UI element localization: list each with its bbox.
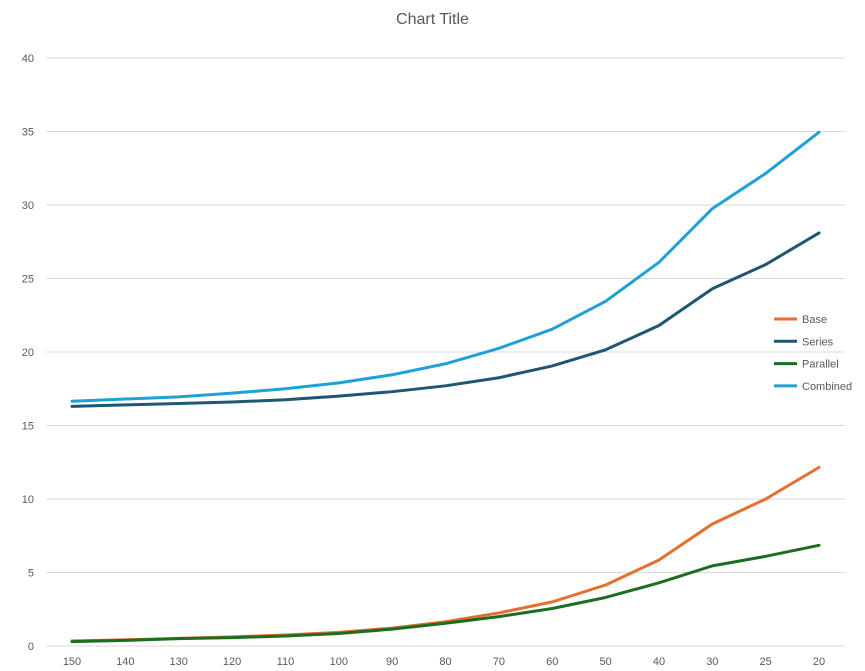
x-tick-label: 150 (63, 656, 81, 668)
x-tick-label: 40 (653, 656, 665, 668)
y-tick-label: 30 (22, 200, 34, 212)
x-tick-label: 80 (439, 656, 451, 668)
chart-title: Chart Title (396, 11, 469, 28)
y-tick-label: 20 (22, 347, 34, 359)
x-tick-label: 70 (493, 656, 505, 668)
y-tick-label: 25 (22, 274, 34, 286)
x-tick-label: 25 (760, 656, 772, 668)
legend-label-parallel: Parallel (802, 359, 839, 371)
x-tick-label: 90 (386, 656, 398, 668)
x-tick-label: 100 (330, 656, 348, 668)
y-tick-label: 15 (22, 421, 34, 433)
y-axis-tick-labels: 0 5 10 15 20 25 30 35 40 (22, 53, 34, 653)
gridlines (46, 57, 845, 647)
x-tick-label: 30 (706, 656, 718, 668)
series-line-base (70, 465, 821, 643)
y-tick-label: 40 (22, 53, 34, 65)
x-tick-label: 140 (116, 656, 134, 668)
x-tick-label: 110 (277, 656, 295, 668)
y-tick-label: 10 (22, 494, 34, 506)
x-tick-label: 20 (813, 656, 825, 668)
x-tick-label: 120 (223, 656, 241, 668)
series-line-combined (70, 130, 821, 403)
y-tick-label: 35 (22, 127, 34, 139)
x-axis-tick-labels: 150 140 130 120 110 100 90 80 70 60 50 40 30 25 20 (63, 656, 825, 668)
series-line-parallel (70, 543, 821, 644)
y-tick-label: 0 (28, 641, 34, 653)
y-tick-label: 5 (28, 568, 34, 580)
legend-label-series: Series (802, 336, 834, 348)
series-lines (70, 130, 821, 644)
series-line-series (70, 231, 821, 408)
x-tick-label: 130 (170, 656, 188, 668)
legend-label-combined: Combined (802, 381, 852, 393)
x-tick-label: 50 (599, 656, 611, 668)
legend-label-base: Base (802, 314, 827, 326)
x-tick-label: 60 (546, 656, 558, 668)
legend: Base Series Parallel Combined (774, 314, 852, 393)
